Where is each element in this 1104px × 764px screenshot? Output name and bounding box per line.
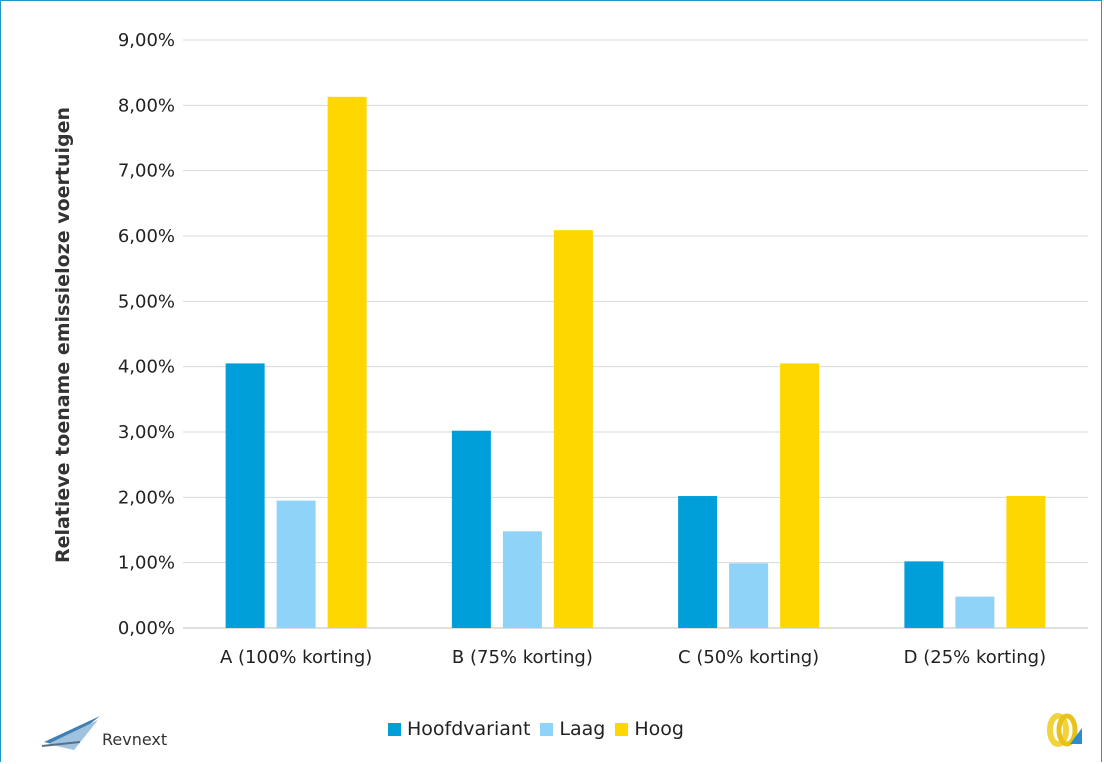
y-tick-label: 0,00%	[118, 618, 175, 639]
x-tick-labels: A (100% korting) B (75% korting) C (50% ko…	[220, 647, 1046, 668]
legend: Hoofdvariant Laag Hoog	[388, 718, 684, 740]
bar-hoog-2	[553, 230, 593, 628]
legend-item-hoofdvariant: Hoofdvariant	[388, 718, 530, 740]
bar-laag-2	[502, 531, 542, 628]
legend-swatch-hoofdvariant	[388, 722, 401, 736]
bar-hoog-1	[327, 96, 367, 629]
gridlines	[183, 39, 1088, 629]
bar-hoog-3	[780, 363, 820, 628]
bar-hoofdvariant-2	[451, 430, 491, 628]
y-tick-label: 8,00%	[118, 95, 175, 116]
legend-swatch-laag	[540, 722, 554, 736]
bar-hoofdvariant-4	[904, 561, 944, 628]
x-tick-label: B (75% korting)	[452, 647, 593, 668]
y-tick-label: 5,00%	[118, 291, 175, 312]
bar-hoofdvariant-3	[678, 496, 718, 628]
y-tick-labels: 0,00% 1,00% 2,00% 3,00% 4,00% 5,00% 6,00% 7,00%…	[118, 30, 175, 639]
legend-item-hoog: Hoog	[615, 718, 684, 740]
bars	[225, 96, 1046, 629]
y-tick-label: 2,00%	[118, 487, 175, 508]
legend-swatch-hoog	[615, 722, 629, 736]
legend-label-hoog: Hoog	[634, 718, 684, 740]
y-axis-label: Relatieve toename emissieloze voertuigen	[52, 107, 74, 563]
y-tick-label: 9,00%	[118, 30, 175, 51]
y-tick-label: 3,00%	[118, 422, 175, 443]
legend-label-hoofdvariant: Hoofdvariant	[407, 718, 531, 740]
x-tick-label: C (50% korting)	[678, 647, 819, 668]
legend-item-laag: Laag	[540, 718, 605, 740]
revnext-logo: Revnext	[40, 712, 180, 752]
x-tick-label: D (25% korting)	[904, 647, 1046, 668]
y-tick-label: 6,00%	[118, 226, 175, 247]
bar-hoog-4	[1006, 496, 1046, 628]
bar-laag-4	[955, 596, 995, 628]
bar-laag-3	[729, 563, 769, 628]
bar-laag-1	[276, 500, 316, 628]
x-tick-label: A (100% korting)	[220, 647, 372, 668]
bar-hoofdvariant-1	[225, 363, 265, 628]
y-tick-label: 4,00%	[118, 357, 175, 378]
y-tick-label: 7,00%	[118, 161, 175, 182]
revnext-mark-icon	[41, 716, 100, 750]
y-tick-label: 1,00%	[118, 553, 175, 574]
interlocked-rings-logo-icon	[1047, 713, 1082, 747]
legend-label-laag: Laag	[559, 718, 606, 740]
revnext-logo-text: Revnext	[102, 730, 168, 749]
